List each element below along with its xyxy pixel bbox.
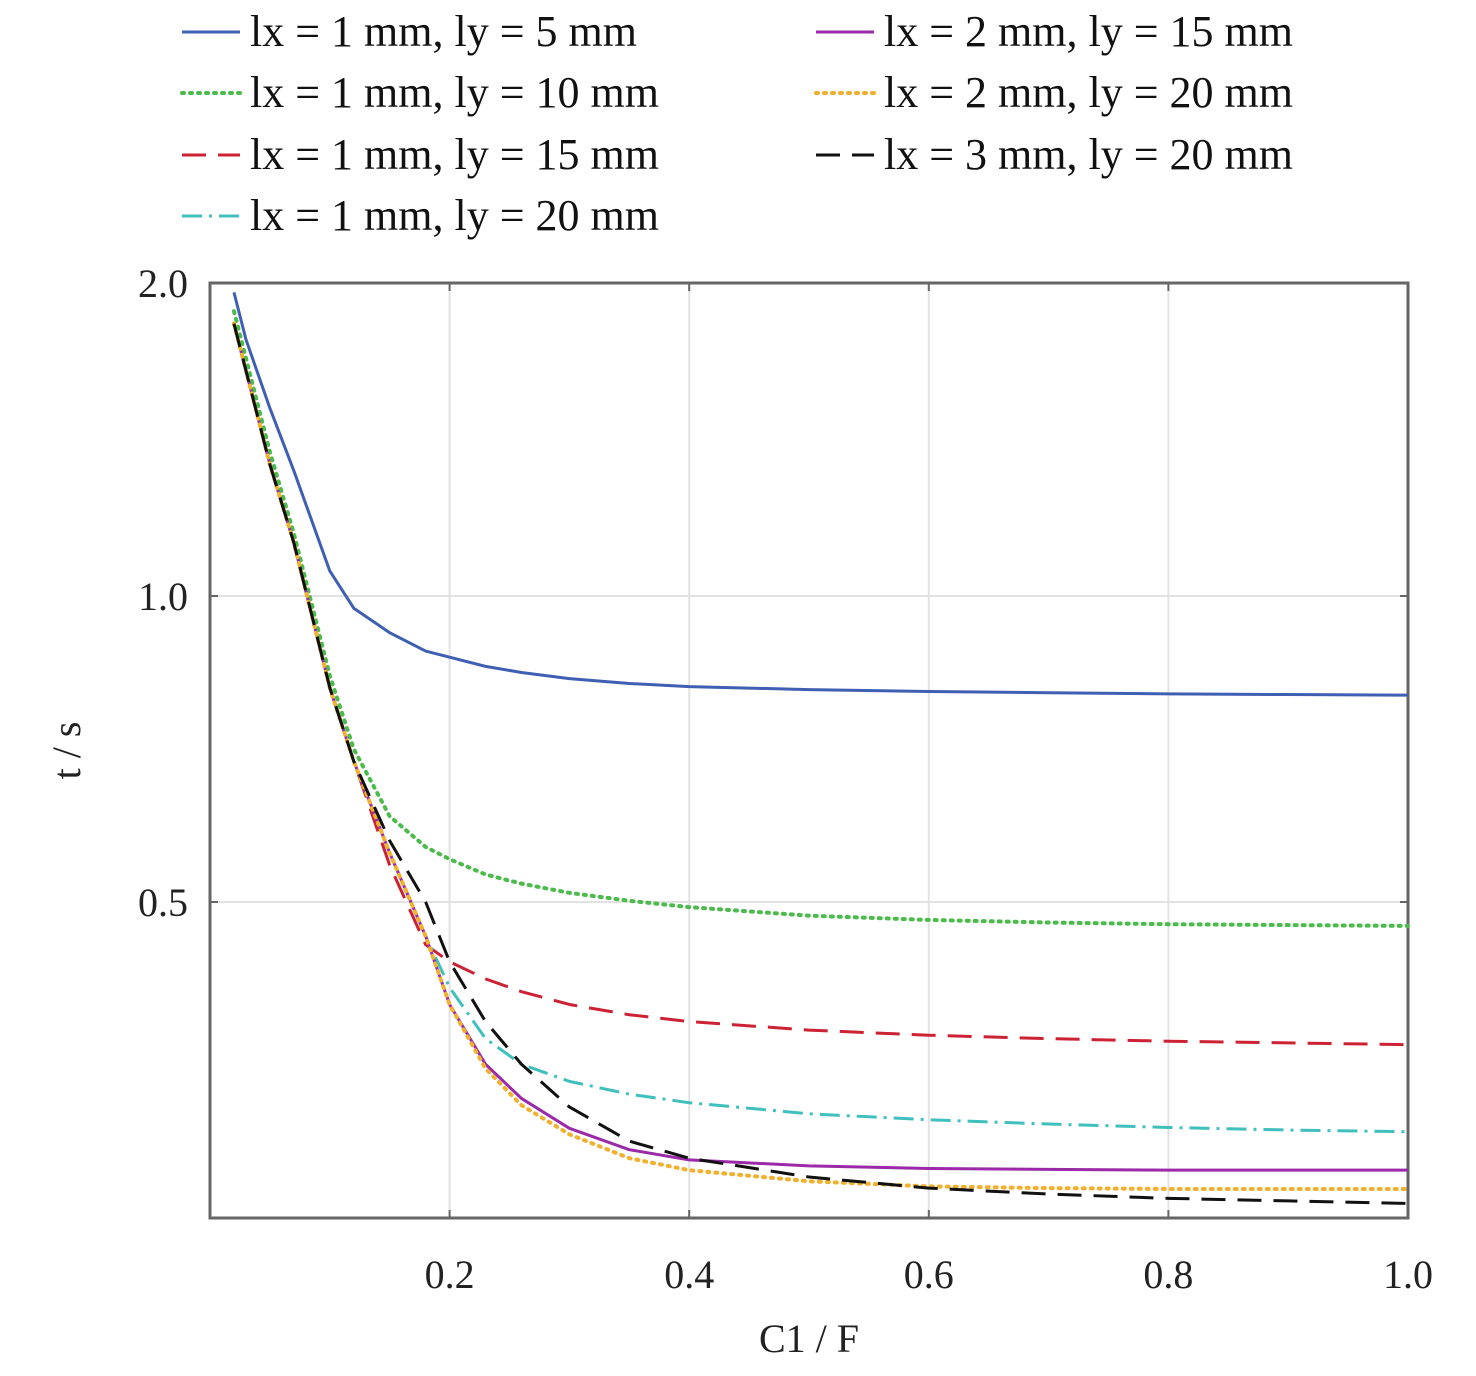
series-line-7 [232, 323, 1409, 1205]
series-line-6 [231, 321, 1410, 1191]
legend-label-6: lx = 2 mm, ly = 20 mm [884, 68, 1293, 117]
legend-label-1: lx = 1 mm, ly = 5 mm [250, 7, 637, 56]
series-line-2 [231, 309, 1410, 928]
series-group [231, 292, 1410, 1205]
plot-frame [208, 281, 1410, 1220]
legend-label-5: lx = 2 mm, ly = 15 mm [884, 7, 1293, 56]
x-tick-label: 1.0 [1383, 1252, 1433, 1297]
legend: lx = 1 mm, ly = 5 mm lx = 1 mm, ly = 10 m… [180, 7, 1293, 240]
legend-label-4: lx = 1 mm, ly = 20 mm [250, 191, 659, 240]
gridlines [210, 282, 1409, 1218]
tick-labels: 0.2 0.4 0.6 0.8 1.0 0.5 1.0 2.0 [138, 261, 1433, 1297]
y-tick-label: 2.0 [138, 261, 188, 306]
x-tick-label: 0.8 [1143, 1252, 1193, 1297]
tick-marks [210, 282, 1409, 1218]
series-line-1 [232, 292, 1409, 697]
legend-label-2: lx = 1 mm, ly = 10 mm [250, 68, 659, 117]
x-tick-label: 0.6 [904, 1252, 954, 1297]
series-line-5 [232, 323, 1408, 1172]
legend-label-3: lx = 1 mm, ly = 15 mm [250, 130, 659, 179]
series-line-3 [232, 323, 1409, 1047]
y-axis-label: t / s [44, 722, 89, 780]
legend-label-7: lx = 3 mm, ly = 20 mm [884, 130, 1293, 179]
y-tick-label: 0.5 [138, 880, 188, 925]
y-tick-label: 1.0 [138, 574, 188, 619]
x-tick-label: 0.4 [664, 1252, 714, 1297]
x-axis-label: C1 / F [759, 1316, 859, 1361]
series-line-4 [232, 323, 1409, 1134]
x-tick-label: 0.2 [425, 1252, 475, 1297]
